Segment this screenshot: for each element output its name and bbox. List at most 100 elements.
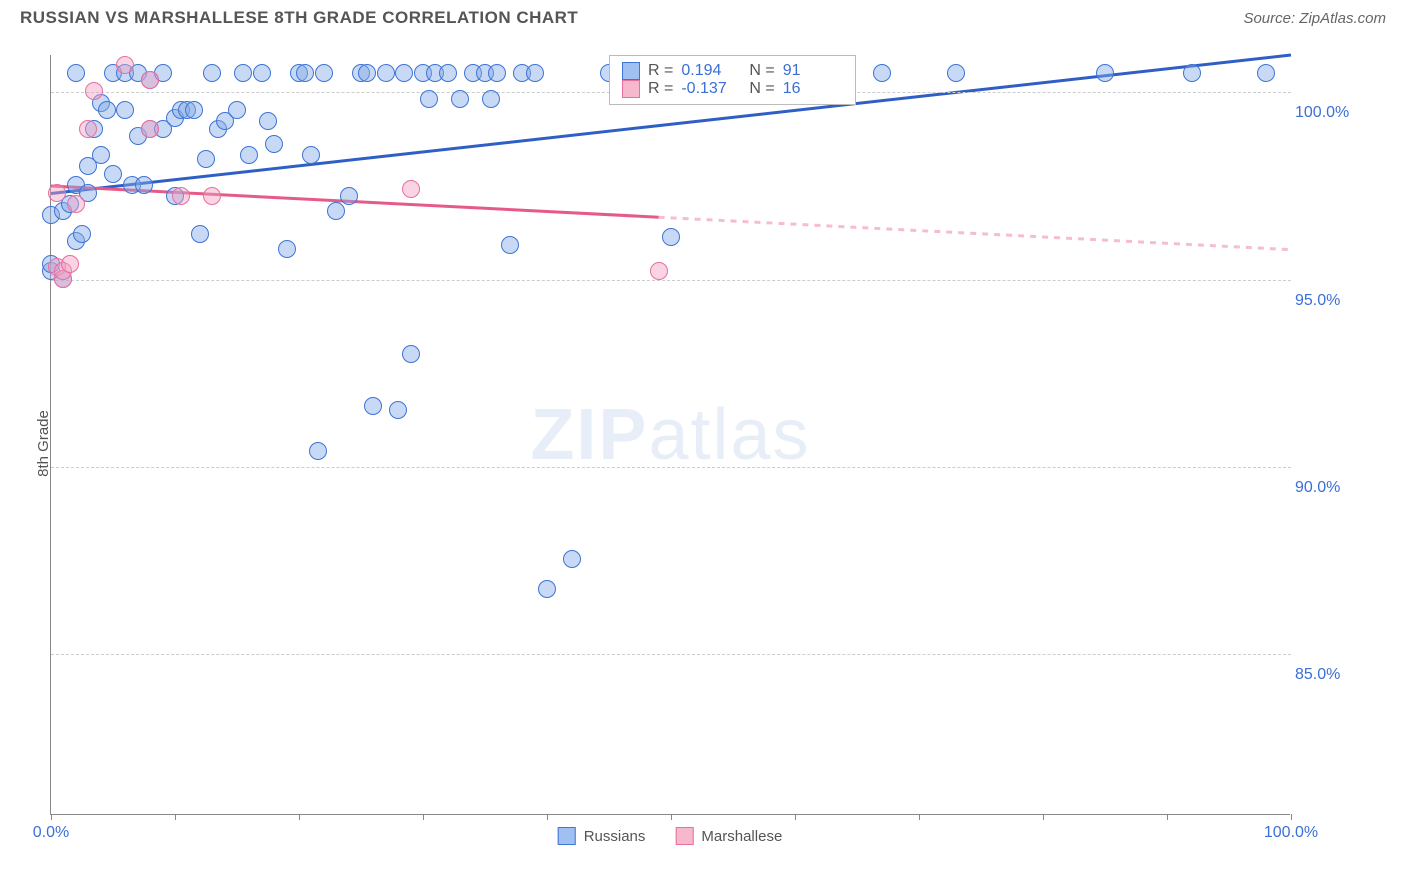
x-tick (299, 814, 300, 820)
data-point (67, 64, 85, 82)
data-point (482, 90, 500, 108)
data-point (395, 64, 413, 82)
n-value: 16 (783, 80, 843, 98)
x-tick (175, 814, 176, 820)
data-point (302, 146, 320, 164)
x-tick (671, 814, 672, 820)
data-point (73, 225, 91, 243)
series-swatch (622, 80, 640, 98)
stat-row: R = 0.194 N = 91 (622, 62, 843, 80)
data-point (67, 195, 85, 213)
data-point (402, 180, 420, 198)
data-point (364, 397, 382, 415)
x-tick (51, 814, 52, 820)
n-label: N = (749, 80, 774, 98)
data-point (191, 225, 209, 243)
data-point (315, 64, 333, 82)
data-point (141, 71, 159, 89)
plot-area: ZIPatlas 85.0%90.0%95.0%100.0%0.0%100.0%… (50, 55, 1290, 815)
data-point (98, 101, 116, 119)
y-tick-label: 85.0% (1295, 666, 1365, 684)
regression-lines (51, 55, 1291, 815)
legend-swatch (558, 827, 576, 845)
x-tick (547, 814, 548, 820)
data-point (172, 187, 190, 205)
x-tick (423, 814, 424, 820)
data-point (526, 64, 544, 82)
legend-label: Russians (584, 828, 646, 845)
data-point (650, 262, 668, 280)
stats-box: R = 0.194 N = 91 R = -0.137 N = 16 (609, 55, 856, 105)
data-point (240, 146, 258, 164)
data-point (327, 202, 345, 220)
data-point (259, 112, 277, 130)
r-label: R = (648, 80, 673, 98)
data-point (309, 442, 327, 460)
x-tick (1291, 814, 1292, 820)
data-point (501, 236, 519, 254)
x-tick (1043, 814, 1044, 820)
data-point (1183, 64, 1201, 82)
n-label: N = (749, 62, 774, 80)
data-point (253, 64, 271, 82)
r-value: 0.194 (681, 62, 741, 80)
x-tick-label: 0.0% (33, 824, 69, 842)
x-tick-label: 100.0% (1264, 824, 1318, 842)
r-value: -0.137 (681, 80, 741, 98)
data-point (389, 401, 407, 419)
chart-title: RUSSIAN VS MARSHALLESE 8TH GRADE CORRELA… (20, 8, 578, 28)
y-tick-label: 95.0% (1295, 292, 1365, 310)
data-point (451, 90, 469, 108)
data-point (278, 240, 296, 258)
legend-swatch (675, 827, 693, 845)
data-point (402, 345, 420, 363)
stat-row: R = -0.137 N = 16 (622, 80, 843, 98)
data-point (662, 228, 680, 246)
y-tick-label: 90.0% (1295, 479, 1365, 497)
chart-container: 8th Grade ZIPatlas 85.0%90.0%95.0%100.0%… (50, 55, 1290, 815)
gridline (51, 467, 1291, 468)
y-tick-label: 100.0% (1295, 104, 1365, 122)
data-point (947, 64, 965, 82)
source-label: Source: ZipAtlas.com (1243, 10, 1386, 27)
data-point (203, 64, 221, 82)
data-point (265, 135, 283, 153)
data-point (1096, 64, 1114, 82)
watermark: ZIPatlas (530, 394, 810, 476)
gridline (51, 280, 1291, 281)
data-point (141, 120, 159, 138)
data-point (563, 550, 581, 568)
data-point (92, 146, 110, 164)
data-point (116, 101, 134, 119)
x-tick (795, 814, 796, 820)
data-point (296, 64, 314, 82)
data-point (340, 187, 358, 205)
data-point (104, 165, 122, 183)
data-point (116, 56, 134, 74)
data-point (358, 64, 376, 82)
data-point (488, 64, 506, 82)
series-swatch (622, 62, 640, 80)
n-value: 91 (783, 62, 843, 80)
data-point (873, 64, 891, 82)
gridline (51, 654, 1291, 655)
data-point (79, 120, 97, 138)
legend-item: Marshallese (675, 827, 782, 845)
data-point (538, 580, 556, 598)
x-tick (1167, 814, 1168, 820)
data-point (48, 184, 66, 202)
data-point (85, 82, 103, 100)
data-point (1257, 64, 1275, 82)
legend-label: Marshallese (701, 828, 782, 845)
series-legend: Russians Marshallese (558, 827, 783, 845)
data-point (61, 255, 79, 273)
data-point (197, 150, 215, 168)
data-point (377, 64, 395, 82)
r-label: R = (648, 62, 673, 80)
data-point (234, 64, 252, 82)
data-point (185, 101, 203, 119)
x-tick (919, 814, 920, 820)
data-point (420, 90, 438, 108)
data-point (203, 187, 221, 205)
data-point (135, 176, 153, 194)
